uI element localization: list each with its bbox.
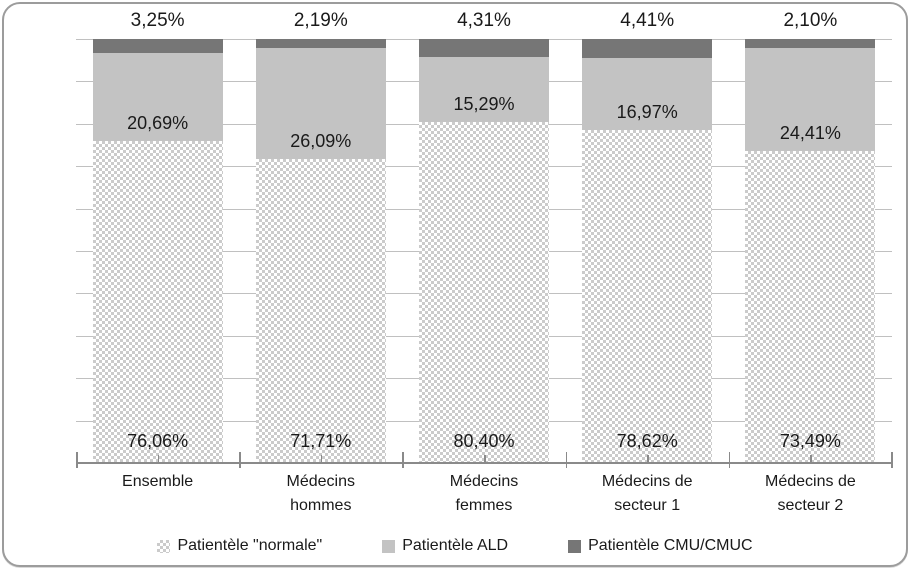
bar-4: 16,97% 78,62% <box>582 39 713 463</box>
value-label: 78,62% <box>616 431 678 451</box>
value-label-above-bar: 4,41% <box>620 10 675 31</box>
segment-series3 <box>92 39 223 53</box>
legend-item-cmu: Patientèle CMU/CMUC <box>568 537 753 555</box>
axis-minor-tick <box>647 455 649 463</box>
segment-series3 <box>582 39 713 58</box>
category-label-cell: Médecins de secteur 2 <box>729 470 892 518</box>
segment-series1: 76,06% <box>92 140 223 463</box>
chart-frame: 20,69% 76,06% 26,09% 71,71% 15,29% 80,40% 16,9… <box>2 2 908 567</box>
value-label: 73,49% <box>779 431 841 451</box>
category-label: Médecins de secteur 2 <box>765 473 856 514</box>
segment-series2: 26,09% <box>255 48 386 159</box>
segment-series2: 16,97% <box>582 57 713 130</box>
axis-minor-tick <box>320 455 323 463</box>
category-label: Ensemble <box>122 473 194 490</box>
category-label: Médecins hommes <box>286 473 356 514</box>
category-label-cell: Médecins de secteur 1 <box>566 470 729 518</box>
segment-series2: 15,29% <box>419 57 549 123</box>
value-label: 24,41% <box>779 123 841 144</box>
category-label: Médecins de secteur 1 <box>601 473 693 514</box>
axis-major-tick <box>565 452 568 468</box>
bar-1: 20,69% 76,06% <box>92 39 223 463</box>
segment-series1: 73,49% <box>745 151 876 463</box>
bar-5: 24,41% 73,49% <box>745 39 876 463</box>
plot-area: 20,69% 76,06% 26,09% 71,71% 15,29% 80,40% 16,9… <box>76 39 893 468</box>
value-label-above-bar: 3,25% <box>130 10 185 31</box>
legend-label-normale: Patientèle "normale" <box>177 537 323 554</box>
category-label-cell: Médecins hommes <box>239 470 402 518</box>
legend-label-ald: Patientèle ALD <box>402 537 509 554</box>
legend-swatch-dark-gray <box>568 539 582 553</box>
legend: Patientèle "normale" Patientèle ALD Pati… <box>4 537 906 555</box>
value-label-above-bar: 4,31% <box>457 10 511 31</box>
axis-major-tick <box>728 452 731 468</box>
value-label: 26,09% <box>290 130 352 151</box>
segment-series1: 71,71% <box>255 158 386 463</box>
category-label-cell: Médecins femmes <box>402 470 565 518</box>
segment-series3 <box>255 39 386 49</box>
axis-minor-tick <box>157 455 160 463</box>
value-label-above-bar: 2,19% <box>293 10 348 31</box>
value-label: 20,69% <box>127 112 189 133</box>
category-label: Médecins femmes <box>449 473 519 514</box>
value-label-above-bar: 2,10% <box>783 10 838 31</box>
legend-item-ald: Patientèle ALD <box>382 537 508 555</box>
bar-3: 15,29% 80,40% <box>419 39 549 463</box>
segment-series1: 78,62% <box>582 129 713 463</box>
legend-label-cmu: Patientèle CMU/CMUC <box>588 537 753 554</box>
value-label: 71,71% <box>290 431 352 451</box>
segment-series2: 20,69% <box>92 52 223 141</box>
axis-major-tick <box>891 452 893 468</box>
legend-swatch-light-gray <box>382 539 396 553</box>
value-label: 80,40% <box>453 431 515 451</box>
legend-item-normale: Patientèle "normale" <box>157 537 322 555</box>
value-label: 15,29% <box>453 94 515 115</box>
category-axis-line <box>76 462 892 464</box>
legend-swatch-checker-pattern <box>157 539 171 553</box>
axis-major-tick <box>402 452 404 468</box>
segment-series2: 24,41% <box>745 47 876 152</box>
bar-2: 26,09% 71,71% <box>255 39 386 463</box>
category-label-cell: Ensemble <box>76 470 239 494</box>
segment-series3 <box>419 39 549 58</box>
axis-minor-tick <box>810 455 812 463</box>
value-label: 16,97% <box>616 101 678 122</box>
value-label: 76,06% <box>127 431 189 451</box>
segment-series1: 80,40% <box>419 122 549 463</box>
axis-major-tick <box>76 452 78 468</box>
segment-series3 <box>745 39 876 48</box>
axis-minor-tick <box>484 455 486 463</box>
axis-major-tick <box>239 452 241 468</box>
